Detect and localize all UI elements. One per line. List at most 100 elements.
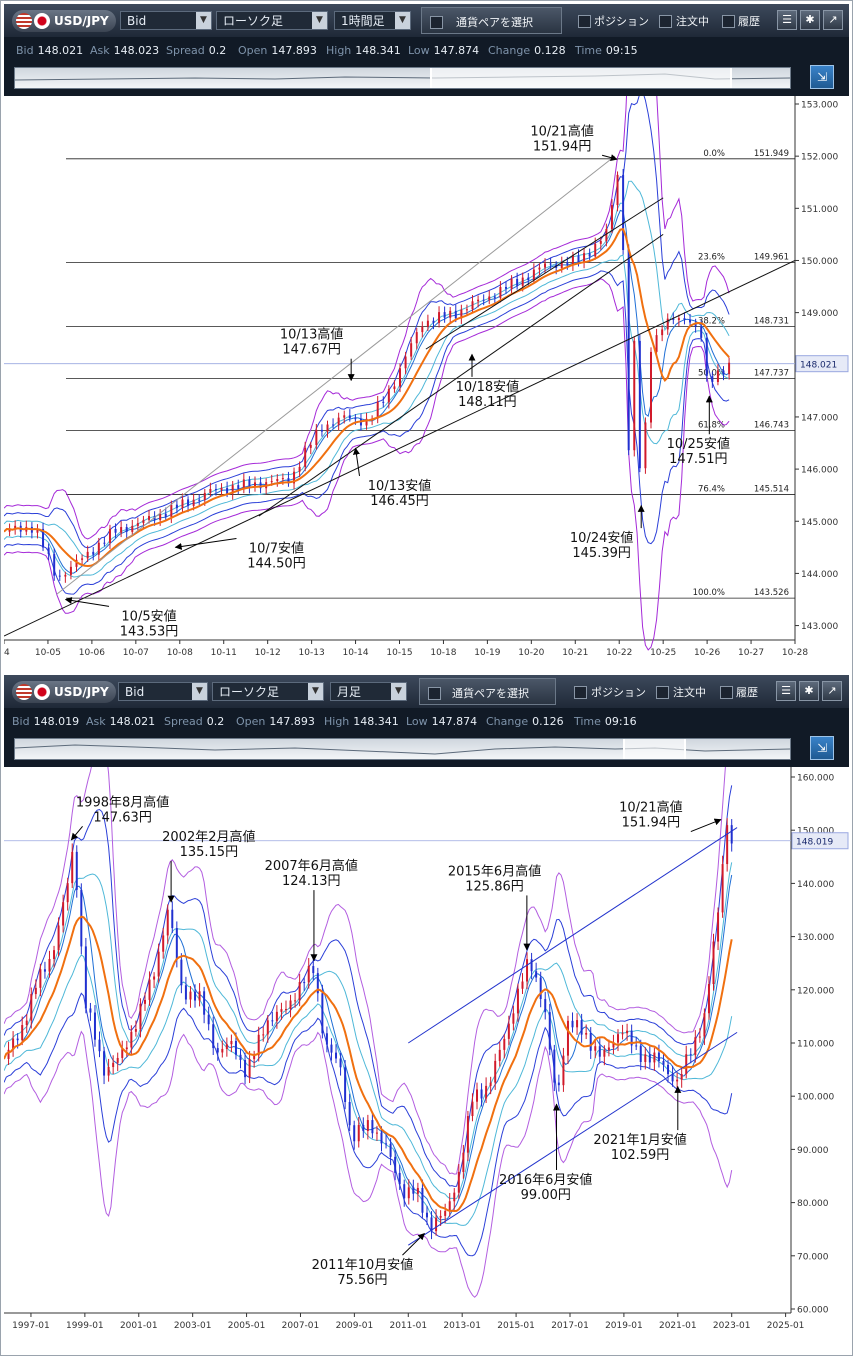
range-navigator[interactable] [14,67,791,89]
price-type-select[interactable]: Bid ▼ [120,11,212,30]
candle-body [231,485,234,494]
x-tick-label: 2013-01 [443,1321,481,1331]
candle-body [504,286,507,289]
annotation-text: 10/25安値 [667,436,730,452]
candle-body [192,499,195,506]
candle-body [453,1192,456,1202]
candle-body [107,1067,110,1076]
x-tick-label: 2023-01 [713,1321,751,1331]
annotation-text: 10/7安値 [249,541,304,557]
candle-body [662,1061,665,1065]
popout-icon[interactable]: ↗ [822,681,842,701]
candle-body [653,1052,656,1063]
candle-body [462,1152,465,1172]
candle-body [439,1215,442,1218]
toolbar: USD/JPY Bid ▼ ローソク足 ▼ 月足 ▼ 通貨ペアを選択 ポジション… [4,675,849,708]
navigator-zoom-icon[interactable]: ⇲ [810,65,834,89]
candle-body [239,1054,242,1061]
menu-icon[interactable]: ☰ [777,10,797,30]
history-checkbox[interactable] [720,686,733,699]
candle-body [159,513,162,521]
history-label: 履歴 [736,686,758,699]
chart-style-select[interactable]: ローソク足 ▼ [212,682,324,701]
upper-band-1sd [4,180,730,558]
candle-body [657,1052,660,1062]
chevron-down-icon: ▼ [196,12,211,29]
candle-body [553,1049,556,1083]
candle-body [57,925,60,951]
fib-value-label: 149.961 [754,253,789,263]
navigator-window[interactable] [623,739,686,759]
history-checkbox[interactable] [722,15,735,28]
price-type-select[interactable]: Bid ▼ [118,682,208,701]
menu-icon[interactable]: ☰ [776,681,796,701]
gear-icon[interactable]: ✱ [800,10,820,30]
orders-checkbox[interactable] [656,686,669,699]
annotation-arrow [174,538,237,550]
annotation-arrow [70,825,83,841]
annotation-text: 10/18安値 [456,379,519,395]
timeframe-select[interactable]: 月足 ▼ [330,682,407,701]
lower-band-3sd [4,278,730,651]
monthly-chart[interactable]: 60.000 70.000 80.000 90.000 100.000 110.000 12… [4,767,849,1347]
hourly-chart[interactable]: 143.000 144.000 145.000 146.000 147.000 148.0… [4,96,849,664]
trend-line [56,155,616,595]
symbol-badge[interactable]: USD/JPY [12,681,116,703]
x-tick-label: 2019-01 [605,1321,643,1331]
annotation-arrow [352,447,360,477]
candle-body [80,889,83,947]
candle-body [438,312,441,323]
pair-select-button[interactable]: 通貨ペアを選択 [419,678,556,705]
range-navigator[interactable] [14,738,791,760]
candle-body [226,487,229,494]
navigator-window[interactable] [429,68,732,88]
jp-flag-icon [34,13,50,29]
candle-body [489,1082,492,1086]
candle-body [532,269,535,281]
chart-style-select[interactable]: ローソク足 ▼ [216,11,328,30]
candle-body [214,488,217,490]
annotation-text: 124.13円 [282,874,341,889]
candle-body [425,1212,428,1218]
candle-body [316,973,319,994]
open-value: 147.893 [269,715,315,728]
pair-select-checkbox[interactable] [430,16,443,29]
candle-body [639,1045,642,1062]
timeframe-select[interactable]: 1時間足 ▼ [334,11,411,30]
gear-icon[interactable]: ✱ [799,681,819,701]
pair-select-button[interactable]: 通貨ペアを選択 [421,7,562,34]
orders-checkbox[interactable] [659,15,672,28]
candle-body [157,951,160,977]
popout-icon[interactable]: ↗ [823,10,843,30]
candle-body [521,981,524,989]
candle-body [348,1101,351,1126]
pair-select-checkbox[interactable] [428,687,441,700]
candle-body [571,1020,574,1028]
candle-body [321,993,324,1034]
candle-body [343,415,346,418]
candle-body [421,326,424,333]
navigator-zoom-icon[interactable]: ⇲ [810,736,834,760]
candle-body [562,1055,565,1086]
position-checkbox[interactable] [574,686,587,699]
candle-body [134,1029,137,1032]
y-tick-label: 145.000 [801,518,838,528]
candle-body [362,1124,365,1132]
candle-body [289,1000,292,1010]
symbol-badge[interactable]: USD/JPY [12,10,116,32]
x-tick-label: 10-08 [167,648,193,658]
annotation-text: 147.51円 [669,452,728,467]
position-checkbox[interactable] [578,15,591,28]
candle-body [248,1059,251,1078]
candle-body [284,1009,287,1011]
fib-percent-label: 0.0% [703,149,725,159]
y-tick-label: 130.000 [797,933,834,943]
candle-body [635,1045,638,1047]
position-label: ポジション [594,15,649,28]
candle-body [242,479,245,489]
history-label: 履歴 [738,15,760,28]
candle-body [530,959,533,972]
